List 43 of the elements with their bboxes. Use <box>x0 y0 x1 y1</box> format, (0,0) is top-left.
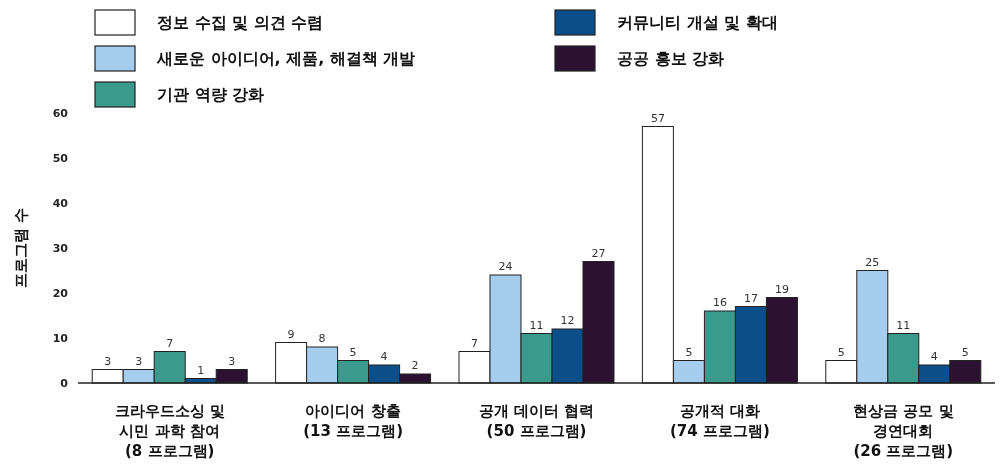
legend-label: 공공 홍보 강화 <box>617 49 725 68</box>
y-tick-label: 50 <box>52 152 69 165</box>
data-label: 5 <box>837 345 845 359</box>
data-label: 4 <box>380 350 388 363</box>
data-label: 11 <box>529 318 544 332</box>
data-label: 3 <box>135 354 143 368</box>
data-label: 17 <box>743 291 758 305</box>
x-tick-label: 현상금 공모 및 경연대회 (26 프로그램) <box>853 402 954 460</box>
y-tick-label: 10 <box>52 332 69 345</box>
data-label: 57 <box>650 111 665 125</box>
legend-label: 정보 수집 및 의견 수렴 <box>157 13 324 32</box>
data-label: 8 <box>318 332 326 345</box>
data-label: 3 <box>228 354 236 368</box>
x-tick-label: 크라우드소싱 및 시민 과학 참여 (8 프로그램) <box>114 402 225 460</box>
legend-label: 기관 역량 강화 <box>157 85 265 104</box>
data-label: 5 <box>961 345 969 359</box>
y-tick-label: 0 <box>60 377 69 390</box>
data-label: 16 <box>712 296 727 309</box>
data-label: 5 <box>349 345 357 359</box>
y-tick-label: 30 <box>52 242 69 255</box>
y-tick-label: 20 <box>52 287 69 300</box>
x-tick-label: 공개적 대화 (74 프로그램) <box>669 402 770 440</box>
data-label: 5 <box>685 345 693 359</box>
legend-label: 새로운 아이디어, 제품, 해결책 개발 <box>156 49 416 68</box>
legend-label: 커뮤니티 개설 및 확대 <box>617 13 778 32</box>
data-label: 19 <box>774 282 789 296</box>
data-label: 24 <box>498 260 513 273</box>
data-label: 2 <box>411 359 419 372</box>
y-tick-label: 40 <box>52 197 69 210</box>
data-label: 3 <box>104 354 112 368</box>
data-label: 27 <box>591 246 606 260</box>
data-label: 25 <box>865 255 880 269</box>
data-label: 7 <box>166 336 174 350</box>
data-label: 4 <box>930 350 938 363</box>
y-tick-label: 60 <box>52 107 69 120</box>
data-label: 7 <box>471 336 478 350</box>
data-label: 9 <box>287 327 295 341</box>
data-label: 12 <box>560 314 575 327</box>
data-label: 1 <box>197 363 205 377</box>
y-axis-title: 프로그램 수 <box>12 207 30 289</box>
x-tick-label: 아이디어 창출 (13 프로그램) <box>303 402 404 440</box>
x-tick-label: 공개 데이터 협력 (50 프로그램) <box>478 402 595 440</box>
data-label: 11 <box>896 318 911 332</box>
